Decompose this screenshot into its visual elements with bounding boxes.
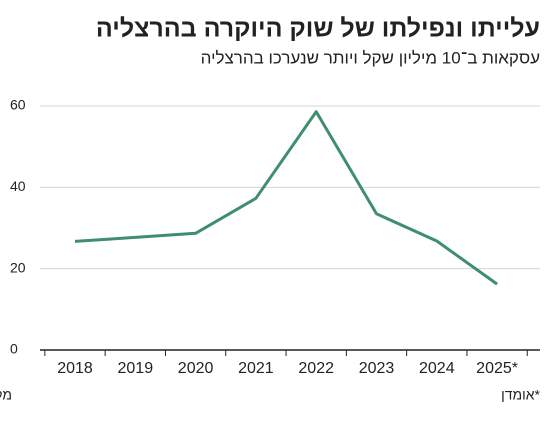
data-line bbox=[74, 110, 498, 286]
x-tick-label: 2022 bbox=[298, 360, 334, 377]
y-tick-label: 0 bbox=[10, 341, 18, 357]
x-tick-label: 2018 bbox=[57, 360, 93, 377]
note: *אומדן bbox=[501, 387, 540, 403]
y-tick-label: 60 bbox=[10, 97, 26, 113]
x-tick-label: 2024 bbox=[419, 360, 455, 377]
chart-title: עלייתו ונפילתו של שוק היוקרה בהרצליה bbox=[96, 15, 540, 43]
x-tick-label: 2023 bbox=[359, 360, 395, 377]
x-tick-label: 2019 bbox=[118, 360, 154, 377]
x-tick-label: 2021 bbox=[238, 360, 274, 377]
y-tick-label: 40 bbox=[10, 178, 26, 194]
chart-subtitle: עסקאות ב־10 מיליון שקל ויותר שנערכו בהרצ… bbox=[201, 48, 540, 67]
x-tick-label: 2025* bbox=[476, 360, 518, 377]
x-tick-label: 2020 bbox=[178, 360, 214, 377]
y-tick-label: 20 bbox=[10, 259, 26, 275]
source: מקור: רשות המסים bbox=[0, 387, 12, 403]
